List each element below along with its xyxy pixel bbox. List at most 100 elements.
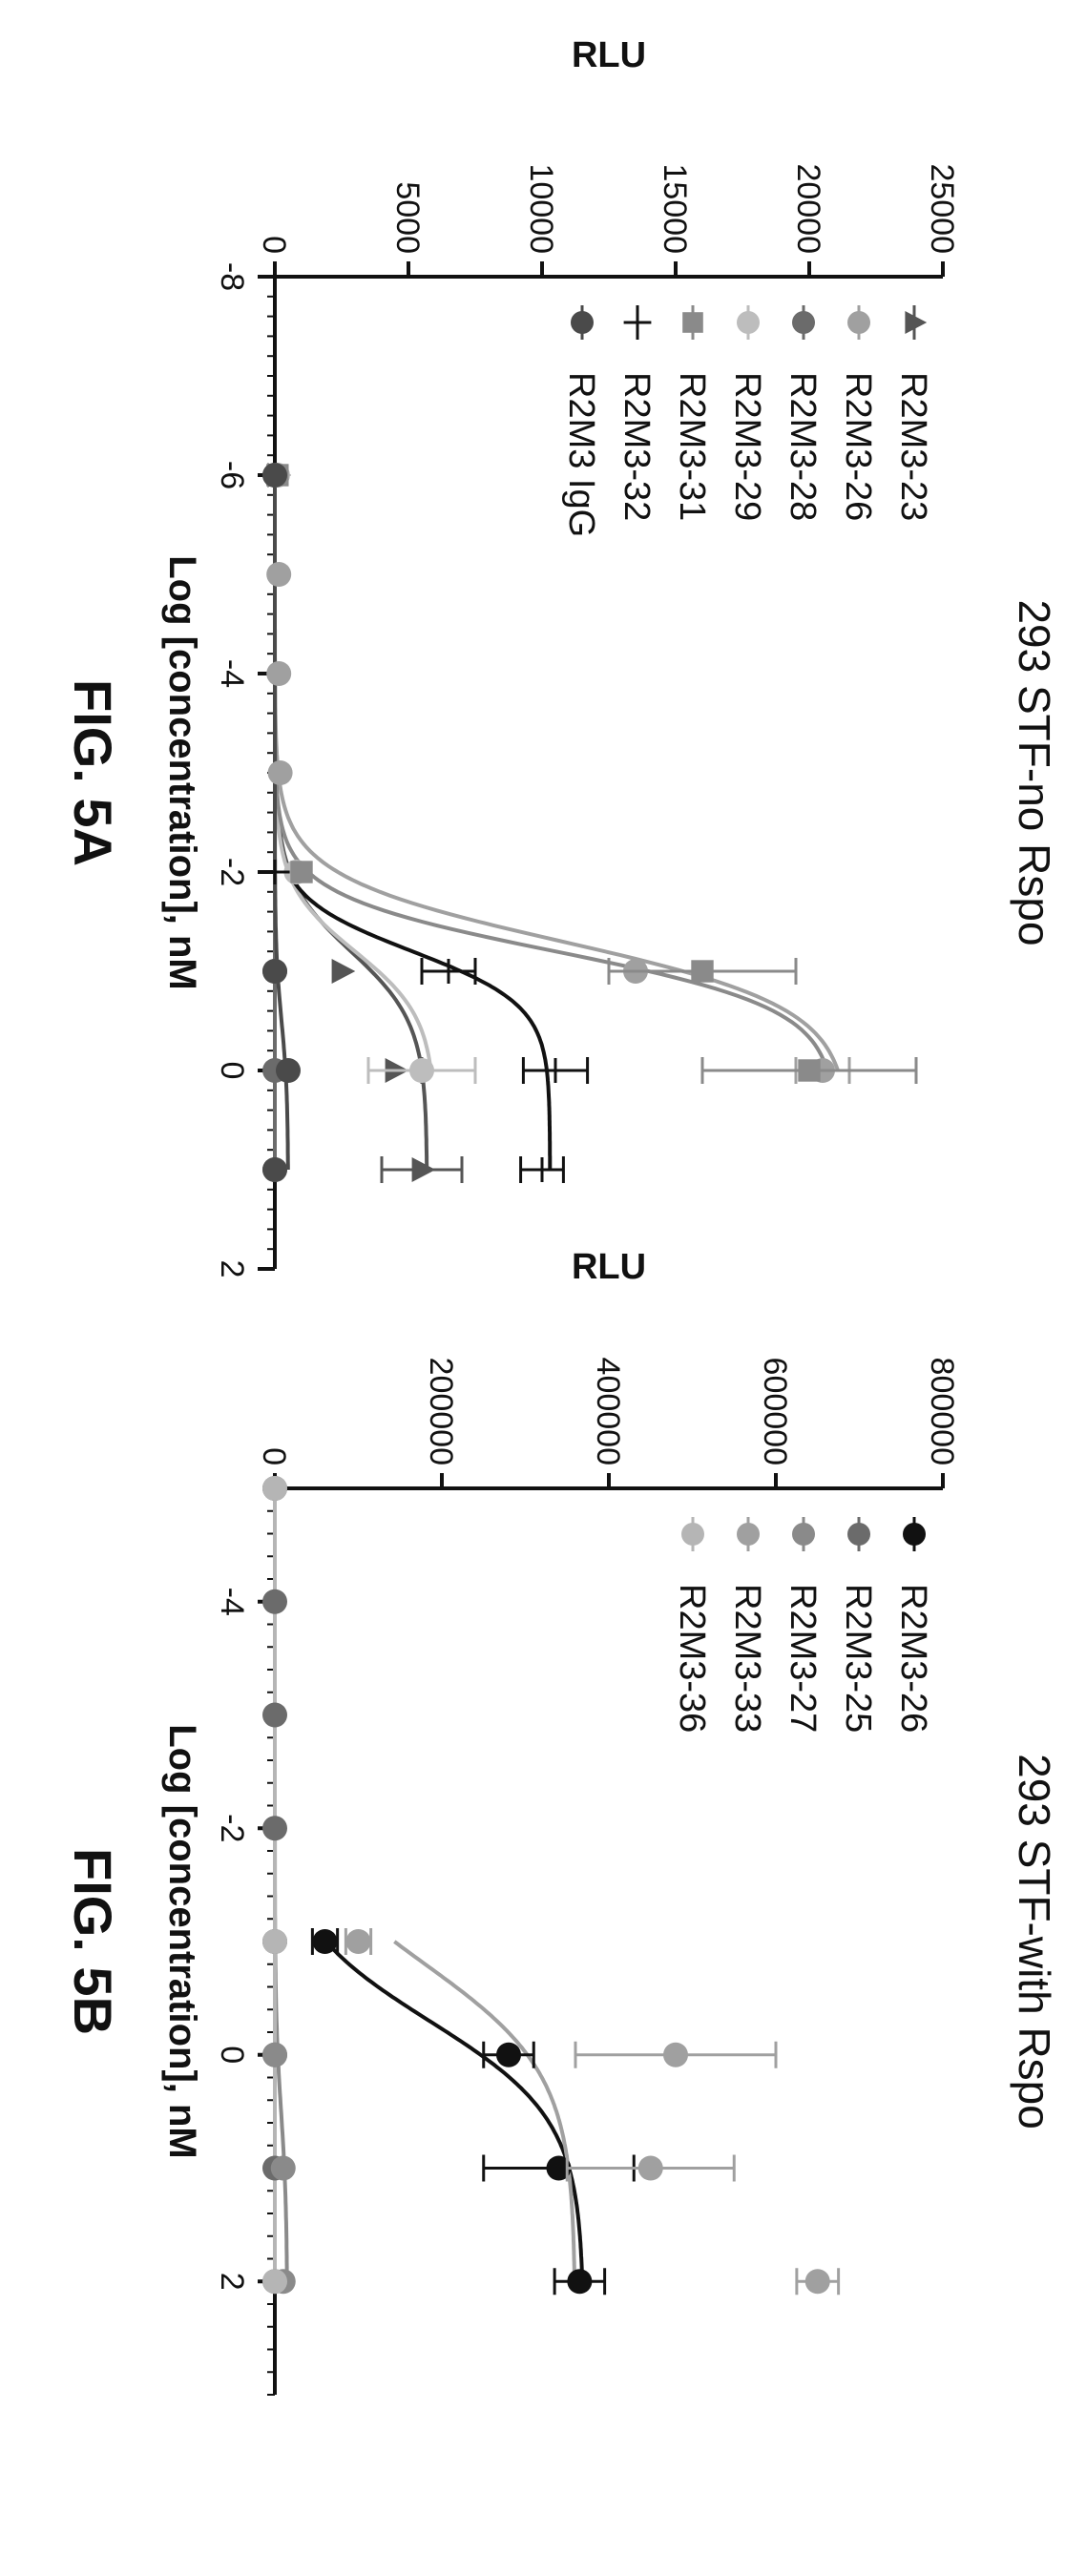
data-point <box>567 2269 593 2295</box>
data-point <box>262 1589 287 1614</box>
legend-label: R2M3 IgG <box>561 372 601 537</box>
data-point <box>637 2155 663 2181</box>
legend-item-2: R2M3-27 <box>783 1517 823 1733</box>
data-point <box>262 1702 287 1728</box>
data-point <box>411 1157 436 1182</box>
legend-label: R2M3-23 <box>893 372 933 521</box>
y-axis-label: RLU <box>572 1247 646 1287</box>
legend-item-0: R2M3-26 <box>893 1517 933 1733</box>
series-1 <box>264 463 851 1084</box>
y-axis-label: RLU <box>572 35 646 75</box>
data-point <box>262 1929 287 1954</box>
data-point <box>804 2269 830 2295</box>
y-tick-label: 0 <box>256 236 292 254</box>
fit-curve-3 <box>273 475 433 1071</box>
y-tick-label: 0 <box>256 1447 292 1465</box>
data-point <box>262 2042 287 2067</box>
legend-marker <box>792 1523 815 1546</box>
legend-item-3: R2M3-33 <box>727 1517 767 1733</box>
legend-label: R2M3-26 <box>893 1584 933 1733</box>
data-point <box>527 1157 557 1182</box>
legend-marker <box>905 311 928 334</box>
x-axis-label: Log [concentration], nM <box>161 1724 203 2159</box>
data-point <box>260 860 290 884</box>
y-tick-label: 400000 <box>590 1358 626 1465</box>
x-tick-label: -8 <box>214 262 250 291</box>
legend-item-2: R2M3-28 <box>783 305 823 521</box>
data-point <box>270 2155 296 2181</box>
data-point <box>266 562 292 587</box>
chart-title: 293 STF-no Rspo <box>1010 599 1059 945</box>
series-0 <box>310 1928 636 2296</box>
data-point <box>262 463 287 488</box>
data-point <box>266 661 292 686</box>
legend-label: R2M3-26 <box>838 372 878 521</box>
y-tick-label: 15000 <box>657 163 693 254</box>
data-point <box>663 2042 688 2067</box>
series-5 <box>260 860 590 1183</box>
legend-item-5: R2M3-32 <box>616 305 657 521</box>
legend-label: R2M3-32 <box>616 372 657 521</box>
x-tick-label: 0 <box>214 1062 250 1080</box>
fit-curve-5 <box>286 871 553 1170</box>
data-point <box>262 1816 287 1841</box>
series-3 <box>344 1928 841 2296</box>
x-tick-label: 0 <box>214 2046 250 2064</box>
legend-label: R2M3-36 <box>672 1584 712 1733</box>
y-tick-label: 600000 <box>757 1358 793 1465</box>
chart-fig-5b: 0 200000 400000 600000 800000 -4 -2 0 2 RLU Log [c… <box>63 1247 1059 2396</box>
series-4 <box>262 1476 287 2295</box>
legend-item-1: R2M3-25 <box>838 1517 878 1733</box>
fit-curve-6 <box>273 475 290 1170</box>
data-point <box>267 760 293 785</box>
legend-marker <box>682 312 703 333</box>
fit-curve-1 <box>273 475 840 1071</box>
y-tick-label: 200000 <box>423 1358 459 1465</box>
legend-label: R2M3-31 <box>672 372 712 521</box>
legend-label: R2M3-28 <box>783 372 823 521</box>
y-tick-label: 20000 <box>790 163 826 254</box>
data-point <box>331 959 356 984</box>
data-point <box>409 1058 434 1083</box>
legend-item-3: R2M3-29 <box>727 305 767 521</box>
data-point <box>540 1058 571 1083</box>
legend-label: R2M3-29 <box>727 372 767 521</box>
data-point <box>345 1929 371 1954</box>
series-6 <box>262 463 301 1182</box>
legend-marker <box>681 1523 704 1546</box>
legend-item-6: R2M3 IgG <box>561 305 601 537</box>
series-3 <box>264 463 477 1084</box>
figure-label: FIG. 5A <box>63 679 123 866</box>
legend-item-4: R2M3-31 <box>672 305 712 521</box>
data-point <box>546 2155 572 2181</box>
legend-item-0: R2M3-23 <box>893 305 933 521</box>
data-point <box>262 1157 287 1182</box>
x-tick-label: -4 <box>214 659 250 688</box>
legend-marker <box>847 311 870 334</box>
legend-marker <box>847 1523 870 1546</box>
legend-marker <box>903 1523 926 1546</box>
legend-marker <box>792 311 815 334</box>
data-point <box>798 1059 821 1082</box>
data-point <box>433 959 464 984</box>
fit-curve-3 <box>393 1940 577 2282</box>
data-point <box>262 959 287 984</box>
y-tick-label: 800000 <box>924 1358 960 1465</box>
x-tick-label: -2 <box>214 858 250 886</box>
x-tick-label: -2 <box>214 1814 250 1842</box>
data-point <box>691 960 714 983</box>
legend-marker <box>571 311 594 334</box>
x-tick-label: 2 <box>214 2273 250 2291</box>
y-tick-label: 10000 <box>523 163 559 254</box>
x-tick-label: -4 <box>214 1588 250 1616</box>
data-point <box>312 1929 338 1954</box>
data-point <box>276 1058 301 1083</box>
data-point <box>262 2269 287 2295</box>
y-tick-label: 25000 <box>924 163 960 254</box>
chart-fig-5a: 0 5000 10000 15000 20000 25000 -8 -6 -4 -2 0 2 RLU Lo… <box>63 35 1059 1278</box>
legend-item-1: R2M3-26 <box>838 305 878 521</box>
x-tick-label: 2 <box>214 1260 250 1278</box>
legend-label: R2M3-33 <box>727 1584 767 1733</box>
